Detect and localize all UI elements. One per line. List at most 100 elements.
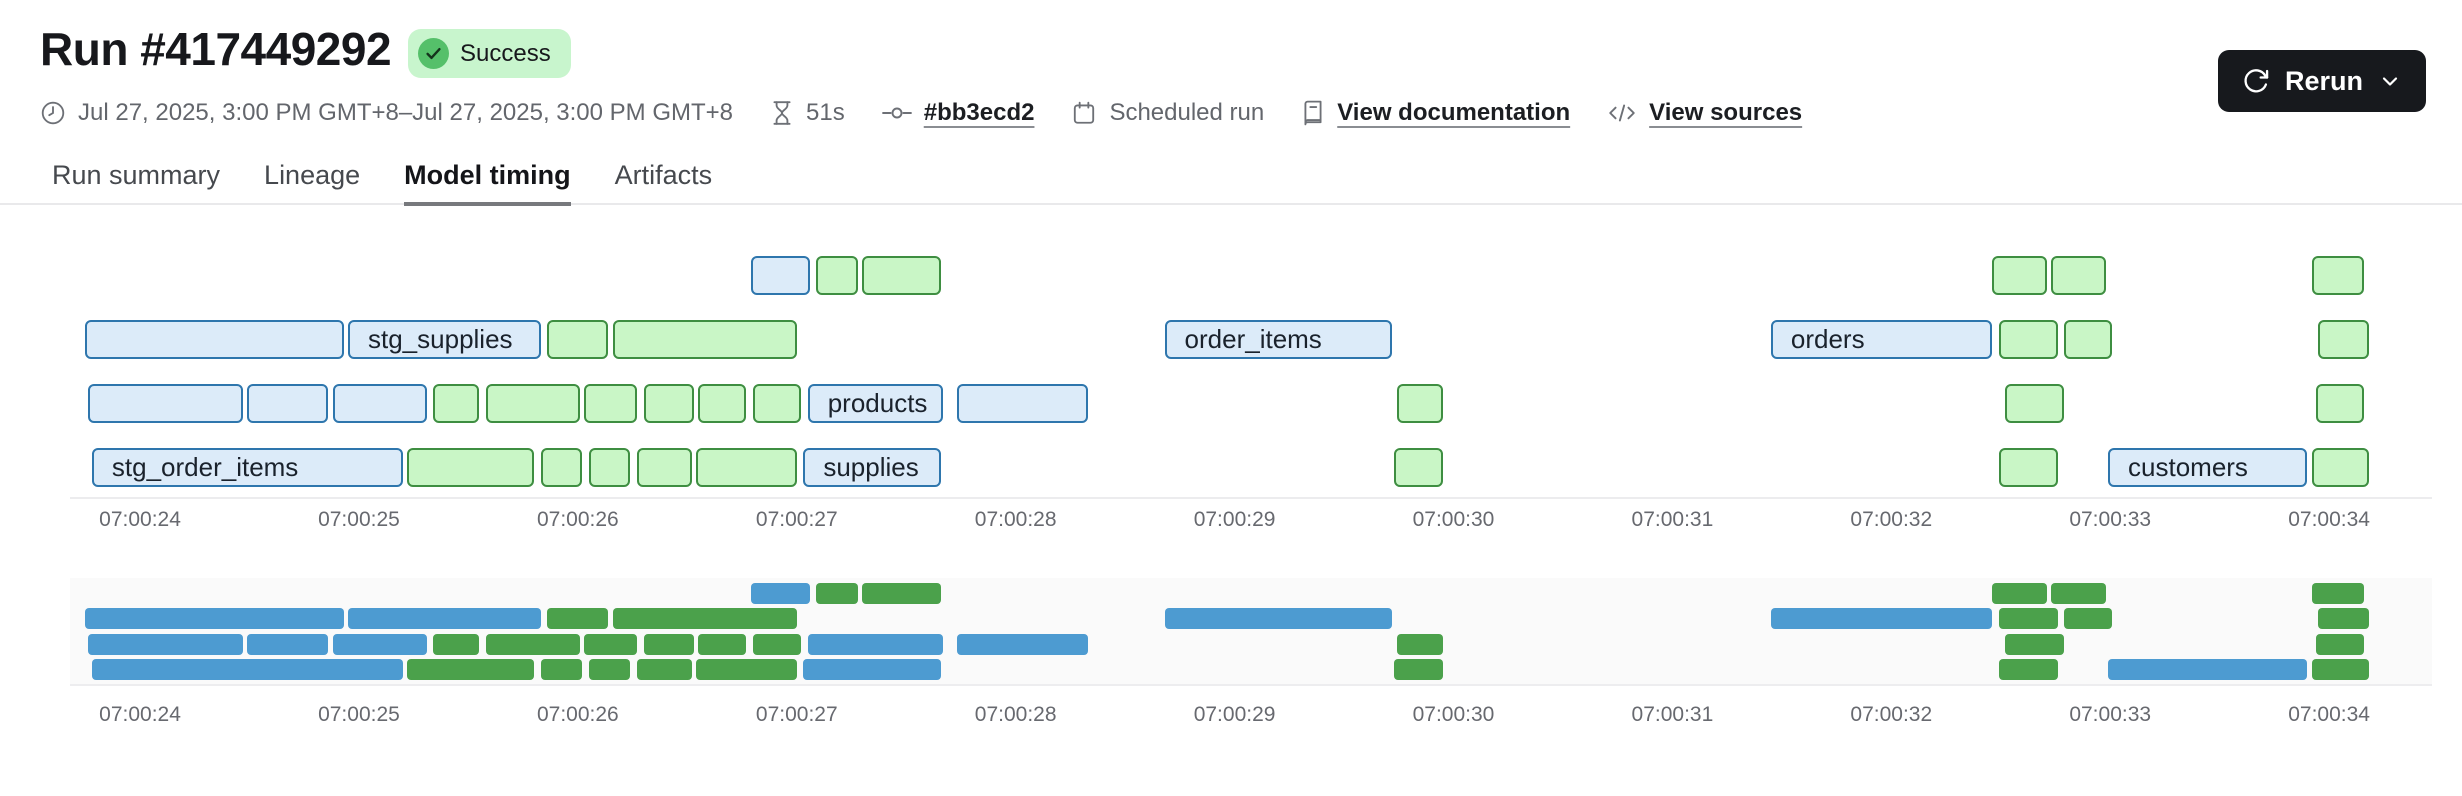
gantt-bar[interactable] [407,448,535,487]
view-documentation-link[interactable]: View documentation [1301,99,1570,127]
gantt-bar[interactable] [752,384,802,423]
tab-model-timing[interactable]: Model timing [404,160,571,206]
gantt-bar[interactable] [956,384,1088,423]
gantt-bar[interactable] [2318,320,2369,359]
minimap-bar[interactable] [816,583,859,604]
run-meta-row: Jul 27, 2025, 3:00 PM GMT+8–Jul 27, 2025… [40,96,1802,130]
minimap-bar[interactable] [1164,608,1393,630]
gantt-bar[interactable] [87,384,243,423]
minimap-bar[interactable] [2311,583,2365,604]
minimap-bar[interactable] [807,633,944,655]
rerun-button[interactable]: Rerun [2217,50,2426,112]
gantt-bar-order_items[interactable]: order_items [1164,320,1393,359]
minimap-bar[interactable] [636,658,692,680]
gantt-bar[interactable] [1394,448,1443,487]
time-tick-label: 07:00:27 [755,508,838,531]
gantt-bar[interactable] [1991,256,2047,295]
minimap-bar[interactable] [2311,658,2369,680]
gantt-bar-orders[interactable]: orders [1770,320,1992,359]
minimap-bar[interactable] [612,608,797,630]
minimap-bar[interactable] [1998,658,2058,680]
minimap-bar[interactable] [1770,608,1992,630]
gantt-minimap[interactable] [70,578,2432,686]
minimap-bar[interactable] [433,633,480,655]
minimap-bar[interactable] [862,583,942,604]
minimap-bar[interactable] [485,633,581,655]
time-tick-label: 07:00:28 [974,508,1057,531]
minimap-bar[interactable] [348,608,541,630]
gantt-bar[interactable] [2005,384,2065,423]
minimap-bar[interactable] [750,583,810,604]
minimap-bar[interactable] [803,658,942,680]
gantt-bar[interactable] [247,384,329,423]
gantt-bar[interactable] [584,384,637,423]
minimap-bar[interactable] [85,608,344,630]
gantt-bar[interactable] [612,320,797,359]
gantt-bar-customers[interactable]: customers [2108,448,2308,487]
minimap-bar[interactable] [752,633,802,655]
gantt-bar[interactable] [696,448,797,487]
minimap-bar[interactable] [407,658,535,680]
minimap-bar[interactable] [540,658,583,680]
gantt-bar[interactable] [816,256,859,295]
minimap-bar[interactable] [696,658,797,680]
gantt-bar[interactable] [2051,256,2106,295]
minimap-bar[interactable] [643,633,694,655]
minimap-bar[interactable] [698,633,747,655]
gantt-bar-label: customers [2128,452,2248,482]
gantt-bar[interactable] [698,384,747,423]
gantt-bar[interactable] [588,448,631,487]
tab-run-summary[interactable]: Run summary [52,160,221,190]
gantt-bar[interactable] [2064,320,2113,359]
gantt-bar[interactable] [750,256,810,295]
view-sources-link[interactable]: View sources [1607,99,1802,127]
minimap-bar[interactable] [1998,608,2058,630]
tab-bar: Run summary Lineage Model timing Artifacts [0,160,2462,206]
minimap-bar[interactable] [1991,583,2047,604]
minimap-bar[interactable] [2051,583,2106,604]
run-date-range: Jul 27, 2025, 3:00 PM GMT+8–Jul 27, 2025… [40,99,733,127]
gantt-bar-stg_supplies[interactable]: stg_supplies [348,320,541,359]
minimap-bar[interactable] [2064,608,2113,630]
minimap-bar[interactable] [588,658,631,680]
clock-icon [41,101,65,125]
gantt-bar[interactable] [547,320,609,359]
minimap-bar[interactable] [547,608,609,630]
gantt-bar-products[interactable]: products [807,384,944,423]
minimap-bar[interactable] [332,633,427,655]
gantt-bar[interactable] [1998,448,2058,487]
gantt-bar[interactable] [540,448,583,487]
gantt-bar-stg_order_items[interactable]: stg_order_items [91,448,403,487]
minimap-bar[interactable] [87,633,243,655]
gantt-bar[interactable] [433,384,480,423]
minimap-bar[interactable] [956,633,1088,655]
minimap-bar[interactable] [2315,633,2365,655]
gantt-bar[interactable] [862,256,942,295]
commit-link[interactable]: #bb3ecd2 [881,99,1034,127]
gantt-bar[interactable] [2315,384,2365,423]
gantt-bar[interactable] [332,384,427,423]
time-tick-label: 07:00:31 [1631,703,1714,726]
gantt-bar[interactable] [1998,320,2058,359]
minimap-bar[interactable] [1394,658,1443,680]
tab-lineage[interactable]: Lineage [264,160,361,190]
success-check-icon [418,38,449,69]
time-tick-label: 07:00:25 [318,508,400,531]
minimap-bar[interactable] [247,633,329,655]
gantt-bar[interactable] [2311,448,2369,487]
gantt-bar[interactable] [1396,384,1443,423]
gantt-bar[interactable] [643,384,694,423]
minimap-bar[interactable] [2318,608,2369,630]
minimap-bar[interactable] [91,658,403,680]
gantt-bar[interactable] [85,320,344,359]
gantt-bar-supplies[interactable]: supplies [803,448,942,487]
minimap-bar[interactable] [2005,633,2065,655]
gantt-bar[interactable] [636,448,692,487]
minimap-bar[interactable] [2108,658,2308,680]
tab-artifacts[interactable]: Artifacts [614,160,713,190]
minimap-bar[interactable] [1396,633,1443,655]
status-badge-label: Success [460,39,551,67]
gantt-bar[interactable] [2311,256,2365,295]
minimap-bar[interactable] [584,633,637,655]
gantt-bar[interactable] [485,384,581,423]
